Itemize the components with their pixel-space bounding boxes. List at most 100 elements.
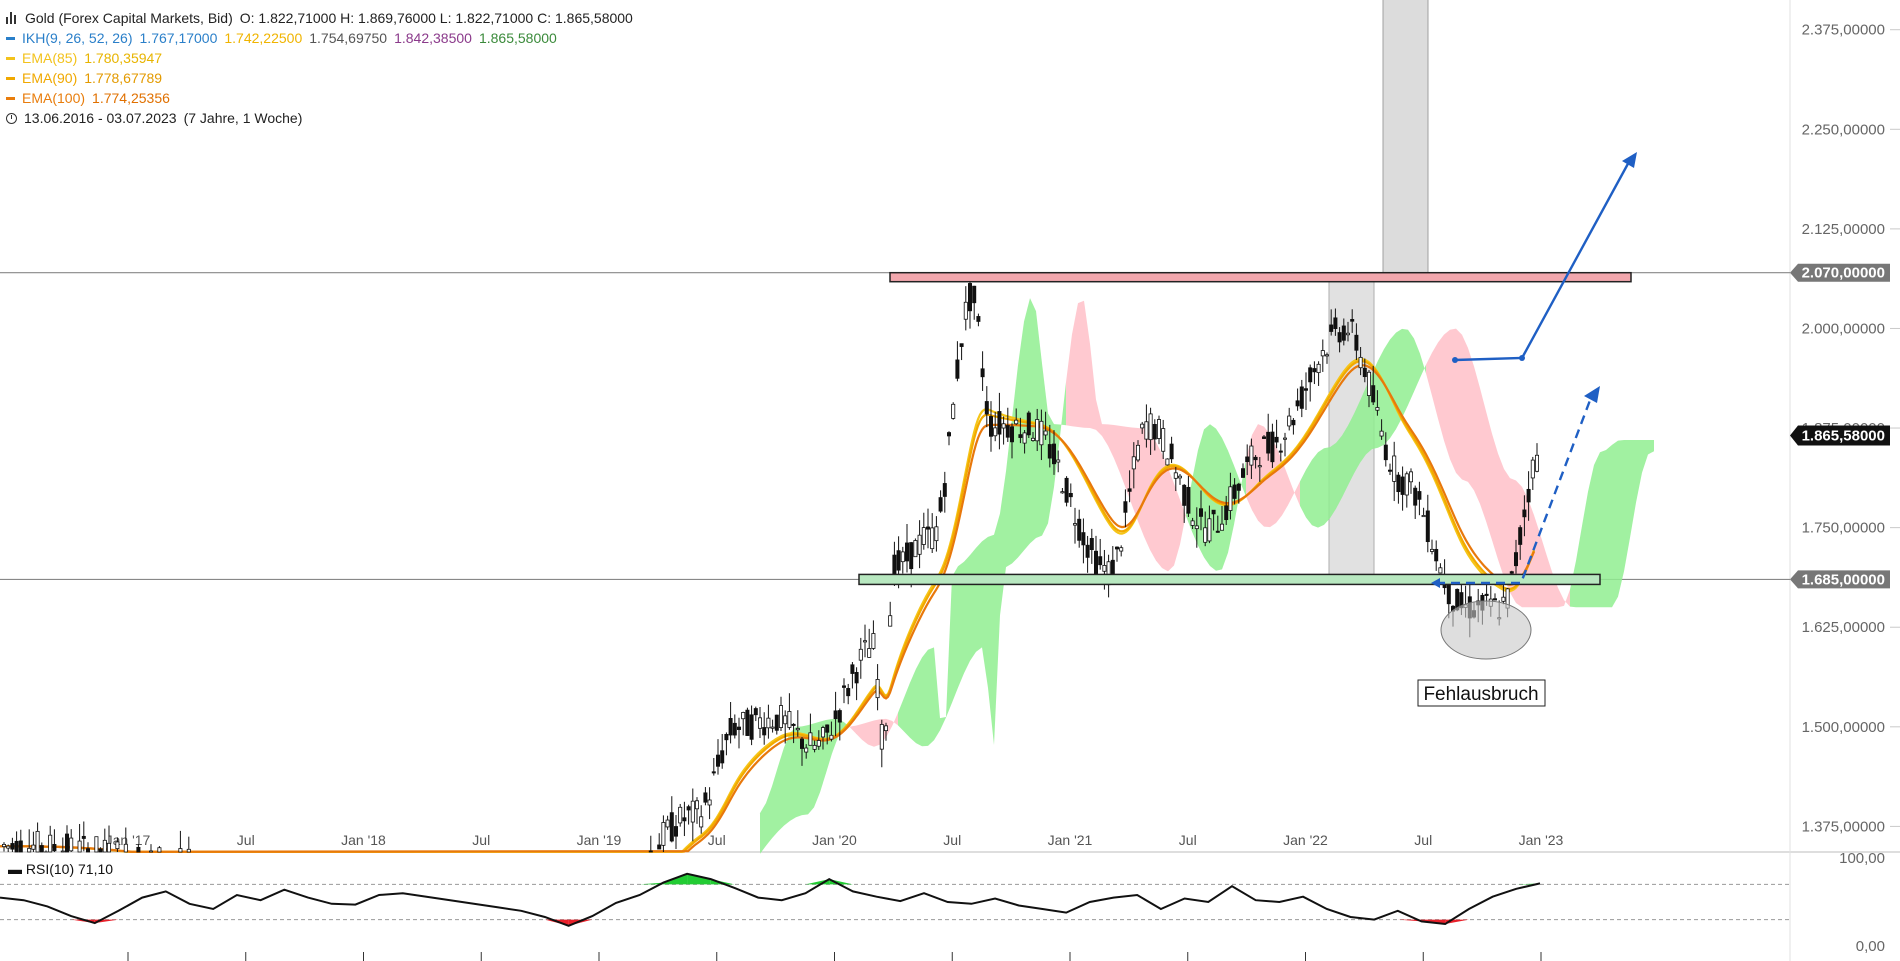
candle-body (1341, 325, 1346, 341)
ema100-line (0, 364, 1536, 853)
candle-body (821, 727, 826, 738)
candle-body (682, 817, 687, 822)
candle-body (1346, 332, 1351, 336)
indicator-value: 1.767,17000 (139, 30, 218, 46)
candle-body (678, 806, 683, 824)
candle-body (716, 754, 721, 767)
candle-body (1417, 491, 1422, 500)
candle-body (984, 401, 989, 415)
chart-legend: Gold (Forex Capital Markets, Bid) O: 1.8… (6, 8, 633, 128)
candle-body (858, 648, 863, 661)
indicator-label: EMA(90) (22, 70, 78, 86)
kumo-segment (796, 726, 802, 818)
candle-body (753, 708, 758, 716)
candle-body (926, 526, 931, 530)
candle-body (720, 750, 725, 764)
kumo-segment (964, 555, 970, 674)
kumo-segment (1102, 424, 1108, 446)
candle-body (1144, 421, 1149, 440)
kumo-segment (1288, 476, 1294, 506)
candle-body (1299, 386, 1304, 409)
candle-body (993, 427, 998, 437)
projection-box (1382, 0, 1429, 274)
kumo-segment (1216, 428, 1222, 571)
x-tick-label: Jul (1414, 832, 1432, 848)
candle-body (741, 712, 746, 720)
kumo-segment (1162, 453, 1168, 572)
candle-body (14, 840, 19, 853)
candle-body (1047, 444, 1052, 459)
indicator-row[interactable]: EMA(90) 1.778,67789 (6, 68, 633, 88)
x-tick-label: Jan '19 (577, 832, 622, 848)
kumo-segment (970, 547, 976, 661)
kumo-segment (1450, 328, 1456, 473)
candle-body (1152, 423, 1157, 440)
support-zone (858, 573, 1601, 586)
indicator-label: EMA(85) (22, 50, 78, 66)
indicator-row[interactable]: IKH(9, 26, 52, 26) 1.767,17000 1.742,22500… (6, 28, 633, 48)
candle-body (1178, 475, 1183, 479)
indicator-value: 1.742,22500 (224, 30, 303, 46)
kumo-segment (904, 682, 910, 738)
kumo-segment (1096, 399, 1102, 437)
kumo-segment (1156, 442, 1162, 569)
kumo-segment (1438, 334, 1444, 441)
y-tick-label: 2.250,00000 (1802, 121, 1885, 138)
candle-body (1350, 319, 1355, 322)
kumo-segment (1492, 433, 1498, 560)
candle-body (1379, 430, 1384, 437)
candle-body (938, 497, 943, 512)
arrow-node (1519, 355, 1525, 361)
candle-body (1421, 515, 1426, 518)
kumo-segment (1132, 427, 1138, 522)
candle-body (1064, 477, 1069, 503)
candle-body (60, 850, 65, 853)
indicator-row[interactable]: EMA(100) 1.774,25356 (6, 88, 633, 108)
dashed-arrow-tail (1431, 578, 1440, 588)
kumo-segment (946, 576, 952, 718)
candle-body (833, 710, 838, 720)
candle-body (1312, 368, 1317, 373)
candle-body (1245, 456, 1250, 463)
kumo-segment (784, 732, 790, 826)
candle-body (657, 844, 662, 850)
indicator-row[interactable]: EMA(85) 1.780,35947 (6, 48, 633, 68)
candle-body (959, 343, 964, 347)
candle-body (737, 726, 742, 730)
candle-body (1337, 332, 1342, 343)
candle-body (703, 792, 708, 803)
candle-body (758, 717, 763, 729)
candle-body (774, 714, 779, 731)
candle-body (69, 837, 74, 852)
x-tick-label: Jul (1179, 832, 1197, 848)
candle-body (1161, 428, 1166, 452)
kumo-segment (910, 668, 916, 744)
indicator-swatch (6, 96, 15, 100)
kumo-segment (1006, 418, 1012, 568)
candle-body (1052, 443, 1057, 465)
candle-body (968, 283, 973, 312)
candle-body (699, 816, 704, 828)
kumo-segment (994, 513, 1000, 746)
candle-body (107, 842, 112, 853)
candle-body (686, 806, 691, 811)
candle-body (1089, 538, 1094, 551)
candle-body (724, 733, 729, 741)
kumo-segment (1312, 452, 1318, 528)
candle-body (1354, 334, 1359, 351)
last-price-bg (1790, 425, 1890, 446)
candle-body (779, 705, 784, 728)
candle-body (1278, 450, 1283, 453)
arrow-head (1622, 152, 1637, 168)
candle-body (1232, 484, 1237, 499)
candle-body (913, 540, 918, 558)
candle-body (850, 664, 855, 674)
kumo-segment (1522, 486, 1528, 608)
kumo-segment (1498, 453, 1504, 578)
candle-body (766, 717, 771, 729)
candle-body (1199, 508, 1204, 517)
candle-body (1203, 527, 1208, 543)
rsi-label: ▬ RSI(10) 71,10 (8, 861, 113, 877)
